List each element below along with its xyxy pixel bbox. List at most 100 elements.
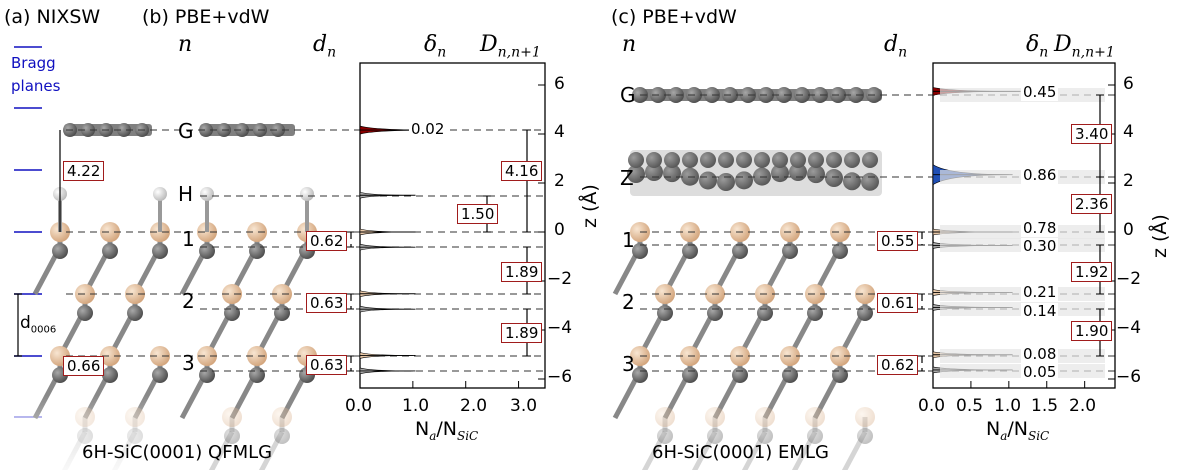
c-atom — [127, 305, 143, 321]
si-atom — [830, 346, 850, 366]
emlg-structure — [612, 87, 882, 470]
x-tick-c-4: 2.0 — [1069, 396, 1097, 416]
si-atom — [197, 346, 217, 366]
h-atom — [200, 187, 214, 201]
x-tick-c-0: 0.0 — [918, 396, 946, 416]
spacing-label: d0006 — [20, 313, 57, 336]
c-atom — [707, 305, 723, 321]
c-atom — [224, 305, 240, 321]
c-atom — [199, 367, 215, 383]
d-box-c-2: 0.61 — [877, 293, 919, 313]
si-atom — [100, 346, 120, 366]
layer-c-1: 1 — [622, 228, 635, 252]
z-tick-c-6: 6 — [1123, 74, 1134, 94]
si-atom — [125, 284, 145, 304]
x-tick-c-2: 1.0 — [994, 396, 1022, 416]
chart-c-delta-5: 0.14 — [1021, 302, 1059, 320]
graphene-atom — [117, 123, 131, 137]
chart-c-delta-7: 0.05 — [1021, 363, 1059, 381]
buffer-atom — [718, 152, 734, 168]
c-atom — [857, 428, 873, 444]
small-box-0-66: 0.66 — [63, 356, 105, 376]
c-atom — [732, 243, 748, 259]
panel-c-d-label: dn — [884, 32, 908, 61]
bragg-label-line1: Bragg — [11, 54, 56, 72]
si-atom — [222, 284, 242, 304]
distance-bar-a — [14, 130, 61, 357]
c-atom — [832, 367, 848, 383]
buffer-atom — [699, 171, 717, 190]
graphene-atom — [235, 123, 249, 137]
c-atom — [102, 243, 118, 259]
x-axis-label-b: Na/NSiC — [415, 418, 479, 443]
z-tick-c-m2: −2 — [1116, 269, 1142, 289]
buffer-atom — [700, 152, 716, 168]
c-atom — [732, 367, 748, 383]
buffer-atom — [825, 169, 843, 188]
graphene-atom — [199, 123, 213, 137]
si-atom — [247, 346, 267, 366]
buffer-atom — [663, 164, 681, 183]
graphene-atom — [81, 123, 95, 137]
si-atom — [100, 222, 120, 242]
layer-b-G: G — [178, 119, 194, 143]
panel-b-bottom-label: 6H-SiC(0001) QFMLG — [82, 442, 273, 463]
z-tick-b-0: 0 — [554, 220, 565, 240]
c-atom — [102, 367, 118, 383]
si-atom — [705, 407, 725, 427]
distance-box-4-22: 4.22 — [63, 161, 105, 181]
c-atom — [52, 243, 68, 259]
h-atom — [153, 187, 167, 201]
c-atom — [757, 305, 773, 321]
c-atom — [757, 428, 773, 444]
c-atom — [832, 243, 848, 259]
layer-b-2: 2 — [182, 289, 195, 313]
c-atom — [152, 243, 168, 259]
x-tick-c-3: 1.5 — [1031, 396, 1059, 416]
si-atom — [855, 284, 875, 304]
panel-c-title: (c) PBE+vdW — [611, 6, 737, 28]
layer-c-2: 2 — [622, 290, 635, 314]
chart-c-D-2: 1.92 — [1071, 262, 1113, 282]
d-box-b-2: 0.63 — [306, 293, 348, 313]
chart-c-D-3: 1.90 — [1071, 321, 1113, 341]
x-tick-c-1: 0.5 — [956, 396, 984, 416]
panel-b-n-label: n — [178, 32, 193, 57]
x-axis-label-c: Na/NSiC — [986, 418, 1050, 443]
z-tick-c-m6: −6 — [1116, 367, 1142, 387]
c-atom — [77, 305, 93, 321]
buffer-atom — [736, 152, 752, 168]
chart-frame — [359, 62, 546, 389]
c-atom — [707, 428, 723, 444]
chart-c-delta-label: δn — [1026, 32, 1049, 61]
si-atom — [805, 407, 825, 427]
chart-b-D-0: 1.50 — [457, 204, 499, 224]
c-atom — [152, 367, 168, 383]
z-tick-b-2: 2 — [554, 171, 565, 191]
z-tick-b-m6: −6 — [547, 367, 573, 387]
z-axis-label-c: z (Å) — [1149, 214, 1171, 258]
z-tick-c-4: 4 — [1123, 122, 1134, 142]
buffer-atom — [628, 152, 644, 168]
buffer-atom — [664, 152, 680, 168]
z-tick-c-2: 2 — [1123, 171, 1134, 191]
chart-c-delta-3: 0.30 — [1021, 237, 1059, 255]
layer-b-3: 3 — [182, 351, 195, 375]
layer-b-H: H — [178, 182, 194, 206]
layer-c-3: 3 — [622, 352, 635, 376]
si-atom — [247, 222, 267, 242]
buffer-atom — [646, 152, 662, 168]
d-box-b-1: 0.62 — [306, 231, 348, 251]
chart-b-D-1: 4.16 — [501, 161, 543, 181]
chart-b — [359, 62, 546, 389]
x-tick-b-2: 2.0 — [460, 396, 488, 416]
c-atom — [274, 428, 290, 444]
bragg-planes — [14, 46, 42, 418]
buffer-atom — [627, 165, 645, 184]
chart-frame — [932, 62, 1116, 389]
chart-c-D-1: 2.36 — [1071, 194, 1113, 214]
chart-c-delta-1: 0.86 — [1021, 166, 1059, 184]
c-atom — [224, 428, 240, 444]
c-atom — [782, 367, 798, 383]
